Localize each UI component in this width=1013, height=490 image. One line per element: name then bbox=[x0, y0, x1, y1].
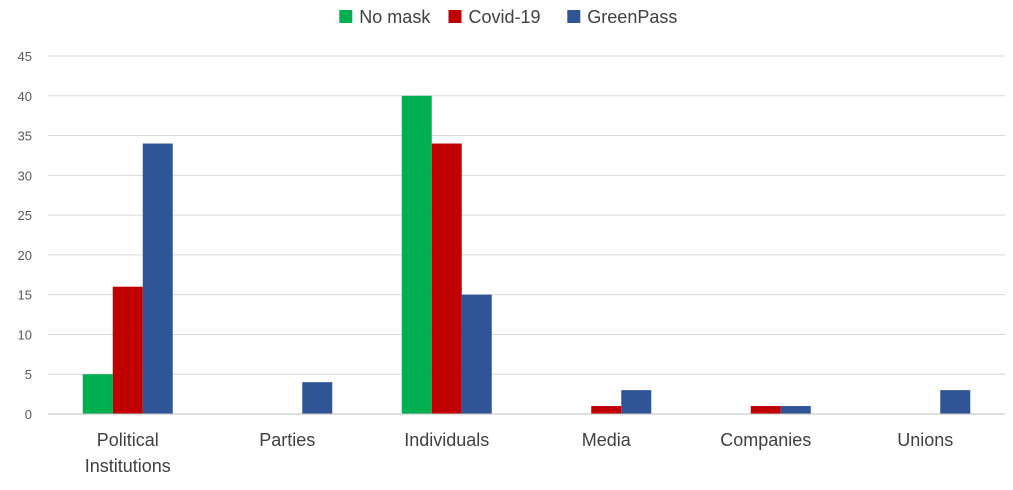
bar-greenpass bbox=[780, 406, 811, 414]
bar-greenpass bbox=[302, 382, 333, 414]
x-tick-label: Media bbox=[582, 430, 632, 450]
x-tick-label: Unions bbox=[897, 430, 953, 450]
bar-no-mask bbox=[82, 374, 113, 414]
legend: No mask Covid-19 GreenPass bbox=[339, 7, 677, 27]
bar-covid-19 bbox=[431, 143, 462, 414]
bar-greenpass bbox=[621, 390, 652, 414]
bars bbox=[82, 95, 971, 415]
axes: 0 5 10 15 20 25 30 35 40 45 Political Institutions P… bbox=[18, 49, 1005, 476]
y-tick-label: 5 bbox=[25, 367, 32, 382]
legend-label: Covid-19 bbox=[469, 7, 541, 27]
legend-label: GreenPass bbox=[587, 7, 677, 27]
bar-no-mask bbox=[401, 95, 432, 415]
x-tick-label: Individuals bbox=[404, 430, 489, 450]
bar-greenpass bbox=[142, 143, 173, 414]
y-tick-label: 25 bbox=[18, 208, 32, 223]
x-tick-label: Political bbox=[97, 430, 159, 450]
y-tick-label: 20 bbox=[18, 248, 32, 263]
legend-label: No mask bbox=[359, 7, 431, 27]
y-tick-label: 45 bbox=[18, 49, 32, 64]
bar-greenpass bbox=[461, 294, 492, 414]
legend-swatch bbox=[567, 10, 581, 23]
gridlines bbox=[48, 55, 1005, 375]
bar-covid-19 bbox=[591, 406, 622, 414]
bar-covid-19 bbox=[112, 286, 143, 414]
y-tick-label: 40 bbox=[18, 89, 32, 104]
bar-covid-19 bbox=[750, 406, 781, 414]
legend-swatch bbox=[339, 10, 353, 23]
y-tick-label: 0 bbox=[25, 407, 32, 422]
x-tick-label: Companies bbox=[720, 430, 811, 450]
y-tick-label: 30 bbox=[18, 168, 32, 183]
legend-swatch bbox=[448, 10, 462, 23]
x-tick-label: Institutions bbox=[85, 456, 171, 476]
y-tick-label: 35 bbox=[18, 129, 32, 144]
y-tick-label: 15 bbox=[18, 288, 32, 303]
y-tick-label: 10 bbox=[18, 327, 32, 342]
x-tick-label: Parties bbox=[259, 430, 315, 450]
bar-greenpass bbox=[940, 390, 971, 414]
